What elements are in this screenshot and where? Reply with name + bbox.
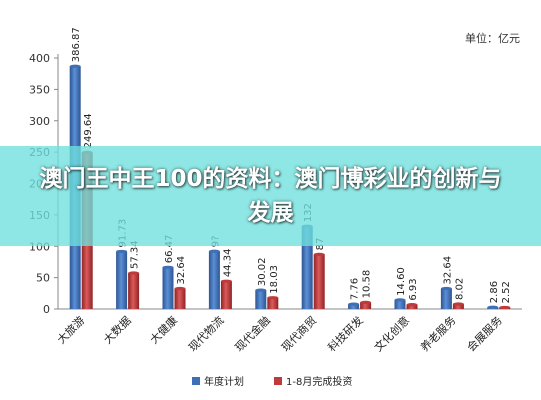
data-label: 66.47 [164, 235, 175, 264]
x-tick-label: 会展服务 [465, 314, 505, 354]
data-label: 10.58 [362, 270, 373, 299]
data-label: 249.64 [83, 113, 94, 148]
data-label: 8.02 [454, 278, 465, 300]
data-label: 386.87 [71, 27, 82, 62]
data-label: 2.86 [489, 281, 500, 303]
overlay-banner: 澳门王中王100的资料：澳门博彩业的创新与发展 [0, 146, 541, 246]
bar [360, 302, 372, 309]
data-label: 32.64 [176, 256, 187, 285]
bar [267, 297, 279, 309]
data-label: 57.34 [130, 240, 141, 269]
data-label: 30.02 [257, 258, 268, 287]
legend-label: 1-8月完成投资 [286, 375, 352, 388]
bar-cap [208, 249, 220, 253]
bar-cap [128, 271, 140, 275]
bar-cap [452, 302, 464, 306]
data-label: 14.60 [396, 267, 407, 296]
data-label: 18.03 [269, 265, 280, 294]
bar-cap [162, 265, 174, 269]
data-label: 7.76 [350, 278, 361, 300]
bar [348, 304, 360, 309]
x-tick-label: 科技研发 [325, 313, 366, 354]
bar [394, 299, 406, 309]
legend: 年度计划 1-8月完成投资 [192, 375, 352, 388]
bar-cap [174, 286, 186, 291]
bar-cap [487, 305, 499, 309]
data-label: 32.64 [442, 256, 453, 285]
bar [313, 254, 325, 309]
y-tick-label: 50 [36, 272, 50, 285]
bar-cap [499, 305, 511, 310]
x-tick-label: 大数据 [100, 313, 133, 346]
bar-cap [116, 249, 128, 254]
bar-cap [267, 296, 279, 300]
x-tick-label: 现代金融 [232, 313, 273, 354]
y-tick-label: 350 [29, 83, 50, 96]
bar [440, 288, 452, 309]
bar [452, 303, 464, 309]
bar [116, 251, 128, 309]
bar-cap [360, 300, 372, 304]
data-label: 44.34 [222, 249, 233, 278]
bar [162, 267, 174, 309]
x-tick-label: 大健康 [147, 313, 180, 346]
legend-swatch [274, 377, 282, 385]
bar-cap [220, 279, 232, 283]
legend-label: 年度计划 [204, 375, 244, 388]
bar-cap [69, 64, 81, 68]
bar-cap [394, 298, 406, 302]
data-label: 6.93 [408, 278, 419, 300]
banner-title: 澳门王中王100的资料：澳门博彩业的创新与发展 [39, 166, 502, 226]
x-tick-label: 现代商贸 [278, 313, 319, 354]
x-tick-label: 现代物流 [186, 313, 227, 354]
bar-cap [440, 286, 452, 291]
x-tick-label: 养老服务 [418, 313, 459, 354]
bar-cap [406, 303, 418, 307]
x-tick-label: 文化创意 [371, 313, 412, 354]
bar [301, 226, 313, 309]
bar [208, 251, 220, 309]
bar-cap [348, 302, 360, 306]
bar [174, 288, 186, 309]
y-tick-label: 0 [43, 303, 50, 316]
legend-swatch [192, 377, 200, 385]
unit-label: 单位：亿元 [465, 31, 520, 45]
x-axis-labels: 大旅游 大数据 大健康 现代物流 现代金融 现代商贸 科技研发 文化创意 养老服务 会展服务 [54, 313, 505, 354]
bar [406, 304, 418, 309]
y-tick-label: 300 [29, 115, 50, 128]
bar-cap [313, 252, 325, 257]
bar [128, 273, 140, 309]
bar-cap [255, 288, 267, 292]
y-tick-label: 400 [29, 52, 50, 65]
bar [255, 290, 267, 309]
x-tick-label: 大旅游 [54, 313, 87, 346]
data-label: 2.52 [501, 281, 512, 303]
bar [220, 281, 232, 309]
